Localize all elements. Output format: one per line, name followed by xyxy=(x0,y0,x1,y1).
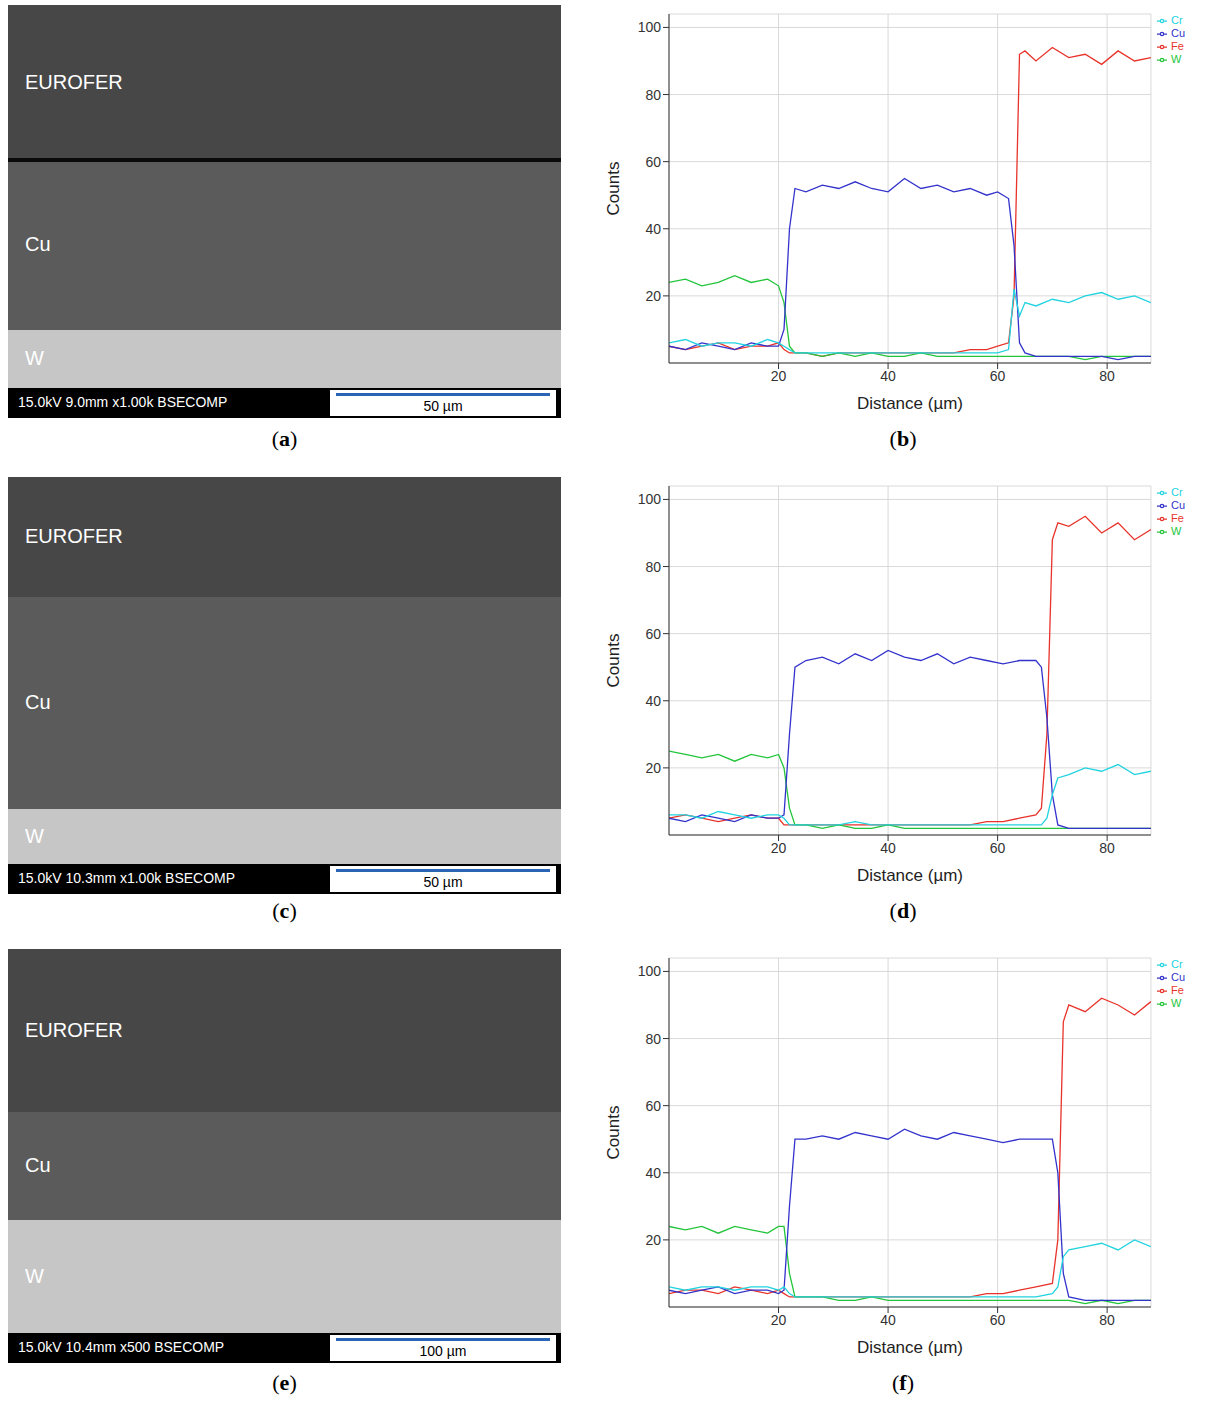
svg-text:80: 80 xyxy=(1099,840,1115,856)
svg-text:80: 80 xyxy=(645,1031,661,1047)
html-text:W: W xyxy=(1170,525,1182,537)
html-text:50 µm: 50 µm xyxy=(423,398,463,414)
svg-text:Distance (µm): Distance (µm) xyxy=(857,1338,963,1357)
svg-text:Counts: Counts xyxy=(604,634,623,688)
svg-text:20: 20 xyxy=(771,1312,787,1328)
svg-text:80: 80 xyxy=(1099,1312,1115,1328)
svg-text:40: 40 xyxy=(880,1312,896,1328)
svg-text:Counts: Counts xyxy=(604,162,623,216)
html-text:15.0kV 10.4mm x500 BSECOMP: 15.0kV 10.4mm x500 BSECOMP xyxy=(18,1339,225,1355)
html-text:Cu: Cu xyxy=(1170,27,1185,39)
svg-text:20: 20 xyxy=(771,840,787,856)
html-text:W: W xyxy=(25,347,44,369)
html-text:Cu: Cu xyxy=(1170,971,1185,983)
html-text:Cu: Cu xyxy=(1170,499,1185,511)
svg-text:20: 20 xyxy=(645,288,661,304)
svg-text:100: 100 xyxy=(638,491,662,507)
html-text:W: W xyxy=(25,824,44,847)
html-text:(d): (d) xyxy=(889,898,917,923)
html-text:W: W xyxy=(1170,997,1182,1009)
html-text:EUROFER: EUROFER xyxy=(25,70,123,93)
html-text:15.0kV 10.3mm x1.00k BSECOMP: 15.0kV 10.3mm x1.00k BSECOMP xyxy=(18,870,236,886)
html-text:(f): (f) xyxy=(892,1370,914,1395)
svg-text:20: 20 xyxy=(645,760,661,776)
html-text:Cr: Cr xyxy=(1170,486,1183,498)
html-text:Cu: Cu xyxy=(25,1154,51,1176)
svg-text:60: 60 xyxy=(990,840,1006,856)
svg-text:Distance (µm): Distance (µm) xyxy=(857,394,963,413)
svg-text:60: 60 xyxy=(645,626,661,642)
html-text:Fe: Fe xyxy=(1170,984,1184,996)
svg-text:Counts: Counts xyxy=(604,1106,623,1160)
html-text:Cr: Cr xyxy=(1170,958,1183,970)
svg-text:40: 40 xyxy=(645,221,661,237)
svg-text:80: 80 xyxy=(645,559,661,575)
html-text:Cu: Cu xyxy=(25,691,51,713)
html-text:EUROFER: EUROFER xyxy=(25,525,123,547)
html-text:W: W xyxy=(1170,53,1182,65)
svg-text:20: 20 xyxy=(645,1232,661,1248)
svg-text:60: 60 xyxy=(645,154,661,170)
html-text:W: W xyxy=(25,1264,44,1287)
svg-text:100: 100 xyxy=(638,19,662,35)
html-text:(e): (e) xyxy=(272,1370,297,1395)
html-text:100 µm: 100 µm xyxy=(419,1343,467,1359)
svg-text:60: 60 xyxy=(990,1312,1006,1328)
html-text:Cr: Cr xyxy=(1170,14,1183,26)
html-text:Fe: Fe xyxy=(1170,512,1184,524)
svg-text:40: 40 xyxy=(880,368,896,384)
html-text:15.0kV 9.0mm x1.00k BSECOMP: 15.0kV 9.0mm x1.00k BSECOMP xyxy=(18,394,228,410)
html-text:(c): (c) xyxy=(272,898,297,923)
svg-text:100: 100 xyxy=(638,963,662,979)
svg-text:60: 60 xyxy=(990,368,1006,384)
svg-text:40: 40 xyxy=(880,840,896,856)
html-text:Fe: Fe xyxy=(1170,40,1184,52)
svg-text:Distance (µm): Distance (µm) xyxy=(857,866,963,885)
svg-text:80: 80 xyxy=(1099,368,1115,384)
svg-text:60: 60 xyxy=(645,1098,661,1114)
svg-text:40: 40 xyxy=(645,1165,661,1181)
svg-text:40: 40 xyxy=(645,693,661,709)
html-text:(b): (b) xyxy=(889,426,917,451)
svg-text:20: 20 xyxy=(771,368,787,384)
svg-text:80: 80 xyxy=(645,87,661,103)
html-text:EUROFER: EUROFER xyxy=(25,1018,123,1041)
html-text:Cu: Cu xyxy=(25,233,51,255)
html-text:(a): (a) xyxy=(271,426,298,451)
html-text:50 µm: 50 µm xyxy=(423,874,463,890)
